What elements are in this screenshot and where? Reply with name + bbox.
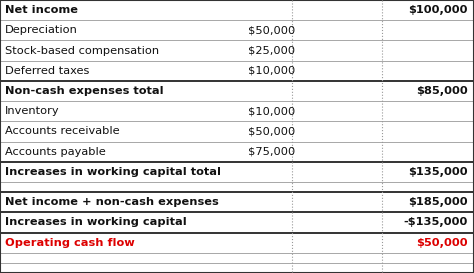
- Text: $50,000: $50,000: [248, 25, 295, 35]
- Text: $10,000: $10,000: [248, 106, 295, 116]
- Text: Operating cash flow: Operating cash flow: [5, 238, 135, 248]
- Text: Accounts receivable: Accounts receivable: [5, 126, 119, 136]
- Text: Accounts payable: Accounts payable: [5, 147, 106, 157]
- Text: $135,000: $135,000: [409, 167, 468, 177]
- Text: $85,000: $85,000: [416, 86, 468, 96]
- Text: Depreciation: Depreciation: [5, 25, 78, 35]
- Text: Stock-based compensation: Stock-based compensation: [5, 46, 159, 56]
- Text: Net income: Net income: [5, 5, 78, 15]
- Text: $10,000: $10,000: [248, 66, 295, 76]
- Text: Increases in working capital total: Increases in working capital total: [5, 167, 221, 177]
- Text: $100,000: $100,000: [409, 5, 468, 15]
- Text: $185,000: $185,000: [409, 197, 468, 207]
- Text: Net income + non-cash expenses: Net income + non-cash expenses: [5, 197, 219, 207]
- Text: $50,000: $50,000: [416, 238, 468, 248]
- Text: -$135,000: -$135,000: [404, 217, 468, 227]
- Text: Increases in working capital: Increases in working capital: [5, 217, 187, 227]
- Text: $50,000: $50,000: [248, 126, 295, 136]
- Text: Deferred taxes: Deferred taxes: [5, 66, 90, 76]
- Text: Inventory: Inventory: [5, 106, 60, 116]
- Text: $75,000: $75,000: [248, 147, 295, 157]
- Text: $25,000: $25,000: [248, 46, 295, 56]
- Text: Non-cash expenses total: Non-cash expenses total: [5, 86, 164, 96]
